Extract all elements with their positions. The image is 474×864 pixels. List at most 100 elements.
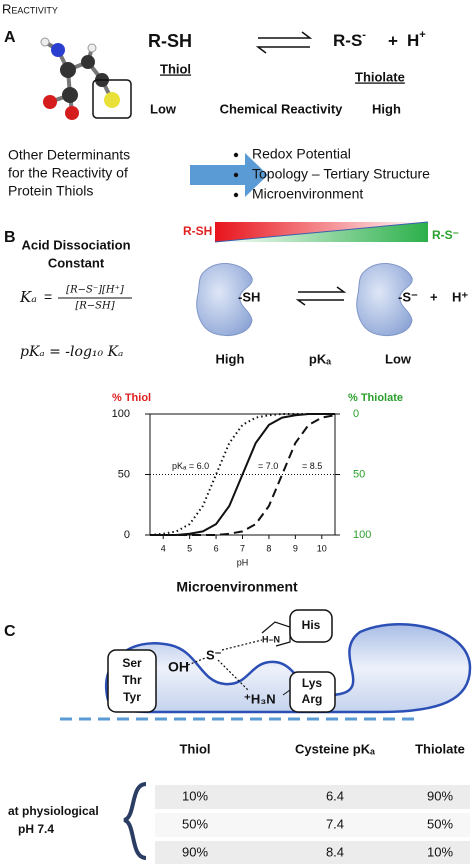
formula-equals: = [44,289,52,305]
section-title: Constant [48,255,105,270]
column-header: Thiolate [415,741,465,756]
bullet [233,192,239,198]
scale-low: Low [150,101,177,116]
reactant: R-SH [148,31,192,51]
protein-thiol: -SH [238,289,260,304]
interaction-lines [187,639,263,691]
pka-table: Thiol Cysteine pKₐ Thiolate 10% 6.4 90% 50% 7.4… [155,741,470,864]
panel-label: C [4,623,16,640]
y2-tick-label: 100 [353,529,371,541]
gradient-divider [214,221,429,243]
plus: + [430,289,438,304]
plus: + [388,31,398,50]
lead-line: Other Determinants [8,147,130,163]
x-tick-label: 10 [317,543,327,553]
connector [282,689,291,696]
reactant-name: Thiol [160,61,191,76]
curve-label: = 7.0 [258,461,278,471]
curve-label: pKₐ = 6.0 [172,461,209,471]
y2-tick-label: 50 [353,468,365,480]
formula-numerator: [R−S⁻][H⁺] [66,285,124,296]
x-tick-label: 5 [187,543,192,553]
x-tick-label: 7 [240,543,245,553]
determinants-list: Redox Potential Topology – Tertiary Struc… [233,146,430,202]
y-tick-label: 0 [124,529,130,541]
charge: + [419,29,425,41]
scale-high: High [372,101,401,116]
pka-formula: pKₐ = -log₁₀ Kₐ [20,344,123,360]
protein-surface [105,623,472,714]
curve [149,413,335,536]
figure-title: Reactivity [2,1,58,16]
thiolate: S⁻ [206,647,222,662]
x-tick-label: 8 [266,543,271,553]
column-header: Cysteine pKₐ [295,741,375,756]
pka-label: pKₐ [309,351,331,366]
cell: 50% [182,816,208,831]
proton-symbol: H [407,31,419,50]
formula-symbol: Kₐ [19,288,37,306]
residue-box [289,671,336,713]
y-tick-label: 50 [118,468,130,480]
row-band [155,813,470,837]
gradient-right-label: R-S⁻ [432,228,459,242]
gradient-left-label: R-SH [183,224,212,238]
formula-denominator: [R−SH] [75,301,114,312]
residue: Ser [122,656,142,670]
panel-label: A [4,29,16,46]
lead-line: Protein Thiols [8,183,93,199]
bullet-text: Topology – Tertiary Structure [252,166,430,182]
hydroxyl: OH [168,659,189,675]
curve [150,414,336,536]
residue: Arg [302,692,323,706]
cell: 7.4 [326,816,344,831]
cell: 90% [427,788,453,803]
residue-box [107,649,157,713]
cell: 50% [427,816,453,831]
titration-chart: 0 50 100 0 50 100 4 5 6 7 8 9 10 pH % Thiol % Thiolate p… [112,392,403,567]
proton: H+ [407,29,426,51]
pka-high: High [216,351,245,366]
y2-tick-label: 0 [353,408,359,420]
row-band [155,841,470,864]
cysteine-model [40,37,132,120]
bullet-text: Redox Potential [252,146,351,162]
product: R-S- [333,29,366,51]
y2-axis-label: % Thiolate [348,392,403,404]
row-label: pH 7.4 [18,822,54,836]
imidazole: H–N [262,634,280,644]
residue: Lys [302,676,323,690]
residue: Thr [122,673,142,687]
y-axis-label: % Thiol [112,392,151,404]
product-formula: R-S [333,31,362,50]
column-header: Thiol [179,741,210,756]
bullet [233,172,239,178]
section-title: Acid Dissociation [21,237,130,252]
chart-caption: Microenvironment [176,579,298,595]
product-name: Thiolate [355,69,405,84]
lead-line: for the Reactivity of [8,165,128,181]
arrow [190,153,268,197]
pka-low: Low [385,351,412,366]
proton: H⁺ [452,289,468,304]
x-tick-label: 4 [161,543,166,553]
brace [123,782,147,860]
determinants-lead: Other Determinants for the Reactivity of P… [8,147,130,199]
charge: - [362,29,366,41]
x-axis-label: pH [237,557,249,567]
bullet-text: Microenvironment [252,186,363,202]
equilibrium-arrows [295,286,347,306]
residues-right: Lys Arg [302,676,323,706]
panel-label: B [4,229,16,246]
cell: 8.4 [326,844,344,859]
residue: Tyr [123,690,141,704]
bullet [233,152,239,158]
cell: 6.4 [326,788,344,803]
y-tick-label: 100 [112,408,130,420]
x-tick-label: 6 [214,543,219,553]
residue: His [302,618,321,632]
residue-box [289,609,333,643]
row-band [155,785,470,809]
cell: 90% [182,844,208,859]
